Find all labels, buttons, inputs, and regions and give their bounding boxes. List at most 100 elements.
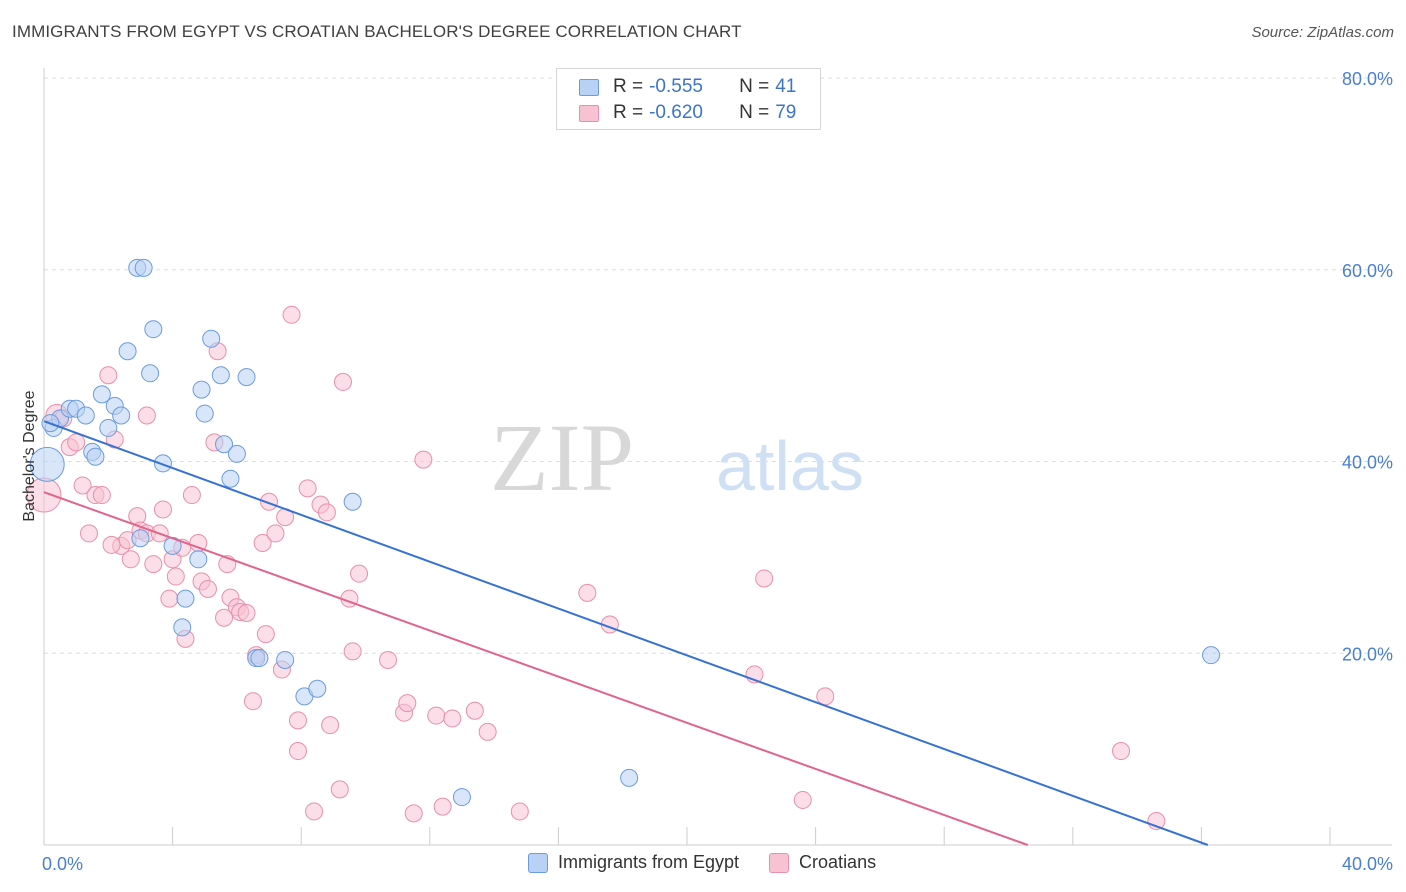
croatians-point <box>166 567 185 586</box>
egypt-point <box>202 329 221 348</box>
legend-item-egypt[interactable]: Immigrants from Egypt <box>528 852 739 873</box>
egypt-point <box>92 385 111 404</box>
croatians-point <box>414 450 433 469</box>
egypt-point <box>227 444 246 463</box>
croatians-point <box>215 608 234 627</box>
egypt-trend-line <box>43 420 1209 846</box>
croatians-point <box>67 433 86 452</box>
egypt-point <box>211 366 230 385</box>
legend-n-label: N = <box>739 76 770 97</box>
egypt-point <box>308 679 327 698</box>
egypt-swatch <box>579 78 599 96</box>
croatians-point <box>253 533 272 552</box>
croatians-point <box>379 650 398 669</box>
legend-n-value: 41 <box>775 76 797 97</box>
egypt-point <box>452 788 471 807</box>
egypt-legend-swatch <box>528 852 548 873</box>
croatians-point <box>350 564 369 583</box>
egypt-point <box>620 768 639 787</box>
croatians-point <box>404 804 423 823</box>
croatians-point <box>321 716 340 735</box>
legend-r-value: -0.555 <box>649 76 703 97</box>
egypt-point <box>86 447 105 466</box>
egypt-point <box>1202 646 1221 665</box>
croatians-point <box>343 642 362 661</box>
croatians-point <box>478 722 497 741</box>
egypt-point <box>153 454 172 473</box>
croatians-point <box>443 709 462 728</box>
chart-title: IMMIGRANTS FROM EGYPT VS CROATIAN BACHEL… <box>12 22 742 41</box>
egypt-point <box>76 406 95 425</box>
croatians-point <box>256 625 275 644</box>
legend-row-croatians: R = -0.620 N = 79 <box>579 101 796 125</box>
croatians-point <box>510 802 529 821</box>
croatians-trend-line <box>43 491 1029 846</box>
series-legend: Immigrants from Egypt Croatians <box>528 852 906 873</box>
croatians-point <box>160 589 179 608</box>
croatians-point <box>182 486 201 505</box>
egypt-point <box>112 406 131 425</box>
croatians-point <box>266 524 285 543</box>
croatians-point <box>282 305 301 324</box>
croatians-legend-swatch <box>769 852 790 873</box>
croatians-point <box>793 790 812 809</box>
croatians-point <box>102 535 121 554</box>
legend-r-label: R = <box>613 76 644 97</box>
croatians-point <box>92 486 111 505</box>
legend-row-egypt: R = -0.555 N = 41 <box>579 75 796 99</box>
y-tick-label: 60.0% <box>1342 261 1393 281</box>
croatians-point <box>73 476 92 495</box>
croatians-point <box>198 580 217 599</box>
correlation-legend: R = -0.555 N = 41 R = -0.620 N = 79 <box>556 68 821 130</box>
croatians-point <box>317 503 336 522</box>
croatians-point <box>427 706 446 725</box>
croatians-point <box>121 550 140 569</box>
egypt-point <box>99 418 118 437</box>
croatians-point <box>298 479 317 498</box>
croatians-point <box>260 492 279 511</box>
croatians-point <box>1112 742 1131 761</box>
egypt-point <box>144 320 163 339</box>
croatians-point <box>153 500 172 519</box>
croatians-point <box>816 687 835 706</box>
croatians-point <box>99 366 118 385</box>
croatians-point <box>305 802 324 821</box>
egypt-point <box>195 404 214 423</box>
watermark-atlas: atlas <box>716 427 864 505</box>
egypt-point <box>192 380 211 399</box>
egypt-point <box>221 469 240 488</box>
egypt-point <box>141 364 160 383</box>
gridlines <box>44 77 1392 654</box>
croatians-point <box>288 742 307 761</box>
croatians-point <box>465 701 484 720</box>
croatians-point <box>137 406 156 425</box>
legend-item-croatians[interactable]: Croatians <box>769 852 876 873</box>
egypt-point <box>343 492 362 511</box>
croatians-point <box>398 694 417 713</box>
legend-n-label: N = <box>739 102 770 123</box>
x-tick-label: 0.0% <box>42 854 83 874</box>
egypt-point <box>29 446 65 482</box>
egypt-point <box>215 435 234 454</box>
croatians-point <box>333 372 352 391</box>
trend-lines <box>43 420 1209 846</box>
watermark: ZIP atlas <box>490 404 864 511</box>
croatians-point <box>755 569 774 588</box>
legend-r-value: -0.620 <box>649 102 703 123</box>
egypt-point <box>250 649 269 668</box>
croatians-point <box>237 603 256 622</box>
tick-labels: 20.0% 40.0% 60.0% 80.0% 0.0% 40.0% <box>42 69 1393 874</box>
y-tick-label: 40.0% <box>1342 453 1393 473</box>
croatians-swatch <box>579 104 599 122</box>
y-tick-label: 80.0% <box>1342 69 1393 89</box>
x-tick-label: 40.0% <box>1342 854 1393 874</box>
croatians-point <box>330 780 349 799</box>
legend-r-label: R = <box>613 102 644 123</box>
watermark-zip: ZIP <box>490 404 634 511</box>
croatians-legend-label: Croatians <box>799 852 877 872</box>
croatians-point <box>243 692 262 711</box>
croatians-point <box>288 711 307 730</box>
egypt-point <box>189 550 208 569</box>
egypt-points <box>29 258 1221 807</box>
